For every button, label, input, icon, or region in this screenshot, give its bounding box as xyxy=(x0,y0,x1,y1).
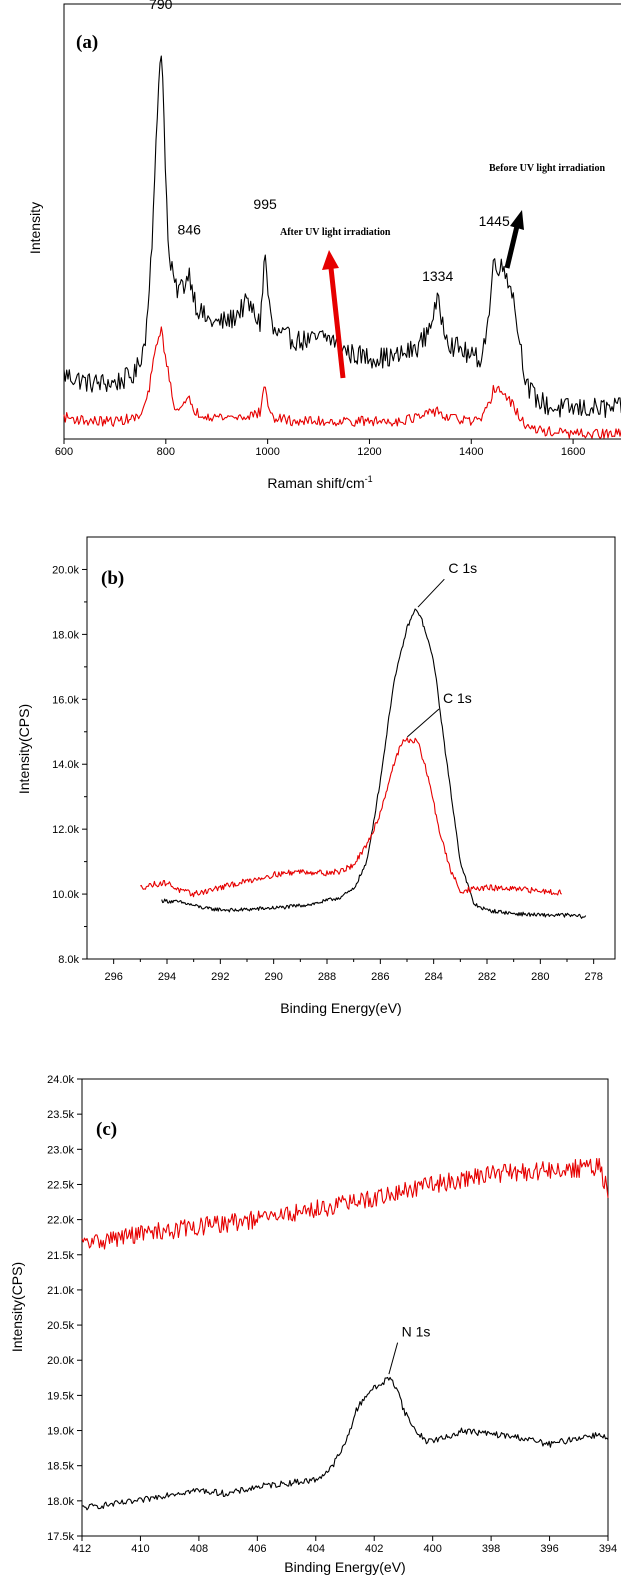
panel-a-plot-frame xyxy=(63,3,621,440)
x-tick-label: 286 xyxy=(371,971,389,983)
y-tick-label: 22.5k xyxy=(47,1179,74,1191)
x-tick-label: 294 xyxy=(158,971,176,983)
x-tick-label: 400 xyxy=(423,1543,441,1555)
y-tick-label: 18.0k xyxy=(47,1496,74,1508)
x-tick-label: 1600 xyxy=(561,446,585,458)
panel-b-plot-frame xyxy=(86,536,616,960)
panel-a-x-ticks: 600 800 1000 1200 1400 1600 xyxy=(55,439,585,458)
x-tick-label: 394 xyxy=(599,1543,617,1555)
x-tick-label: 296 xyxy=(104,971,122,983)
panel-a-y-axis-title: Intensity xyxy=(27,202,43,254)
annotation-leader xyxy=(388,1342,399,1375)
y-tick-label: 21.5k xyxy=(47,1250,74,1262)
panel-c-x-axis-title: Binding Energy(eV) xyxy=(284,1559,405,1575)
y-tick-label: 23.5k xyxy=(47,1109,74,1121)
annotation-leader xyxy=(417,578,445,608)
y-tick-label: 23.0k xyxy=(47,1144,74,1156)
peak-label: 790 xyxy=(149,0,173,12)
x-tick-label: 282 xyxy=(478,971,496,983)
panel-c-n1s-chart: (c) Intensity(CPS) Binding Energy(eV) 41… xyxy=(9,1074,617,1575)
panel-c-plot-frame xyxy=(81,1078,609,1537)
before-uv-arrowhead-icon xyxy=(510,210,524,230)
panel-c-annotations: N 1s xyxy=(388,1324,431,1375)
panel-b-y-axis-title: Intensity(CPS) xyxy=(16,704,32,794)
before-uv-arrow-icon xyxy=(504,225,520,269)
y-tick-label: 20.5k xyxy=(47,1320,74,1332)
annotation-label: C 1s xyxy=(443,690,472,706)
y-tick-label: 22.0k xyxy=(47,1215,74,1227)
series-line-1 xyxy=(63,55,621,419)
panel-b-x-axis-title: Binding Energy(eV) xyxy=(280,1000,401,1016)
y-tick-label: 12.0k xyxy=(52,824,79,836)
series-line-2 xyxy=(63,326,621,439)
panel-c-series xyxy=(81,1157,609,1511)
x-tick-label: 292 xyxy=(211,971,229,983)
panel-a-raman-chart: (a) Intensity Raman shift/cm-1 600 800 100… xyxy=(27,0,621,491)
x-tick-label: 1200 xyxy=(357,446,381,458)
before-uv-note: Before UV light irradiation xyxy=(489,163,605,269)
y-tick-label: 18.0k xyxy=(52,629,79,641)
after-uv-label: After UV light irradiation xyxy=(280,227,391,238)
panel-a-series xyxy=(63,55,621,439)
panel-a-annotations: 790 846 995 1334 1445 xyxy=(149,0,510,284)
annotation-label: C 1s xyxy=(448,560,477,576)
panel-b-annotations: C 1s C 1s xyxy=(407,560,477,738)
x-tick-label: 408 xyxy=(190,1543,208,1555)
panel-a-label: (a) xyxy=(76,32,98,53)
y-tick-label: 19.0k xyxy=(47,1426,74,1438)
y-tick-label: 18.5k xyxy=(47,1461,74,1473)
x-tick-label: 404 xyxy=(307,1543,325,1555)
x-tick-label: 410 xyxy=(131,1543,149,1555)
panel-c-y-axis-title: Intensity(CPS) xyxy=(9,1262,25,1352)
x-tick-label: 800 xyxy=(157,446,175,458)
panel-c-label: (c) xyxy=(96,1119,117,1140)
after-uv-arrow-icon xyxy=(328,267,346,379)
panel-c-ticks: 412 410 408 406 404 402 400 398 396 394 17.5k 18.0k… xyxy=(47,1074,617,1555)
annotation-leader xyxy=(407,708,440,738)
x-tick-label: 1400 xyxy=(459,446,483,458)
x-tick-label: 288 xyxy=(318,971,336,983)
x-tick-label: 278 xyxy=(584,971,602,983)
x-tick-label: 396 xyxy=(540,1543,558,1555)
panel-b-series xyxy=(140,608,587,919)
panel-a-x-axis-title-sup: -1 xyxy=(365,474,373,484)
panel-b-label: (b) xyxy=(101,568,124,589)
x-tick-label: 1000 xyxy=(255,446,279,458)
y-tick-label: 17.5k xyxy=(47,1531,74,1543)
y-tick-label: 14.0k xyxy=(52,759,79,771)
series-line-1 xyxy=(81,1376,609,1511)
y-tick-label: 10.0k xyxy=(52,889,79,901)
y-tick-label: 19.5k xyxy=(47,1390,74,1402)
x-tick-label: 412 xyxy=(73,1543,91,1555)
peak-label: 1445 xyxy=(479,213,510,229)
before-uv-label: Before UV light irradiation xyxy=(489,163,605,174)
x-tick-label: 402 xyxy=(365,1543,383,1555)
panel-b-ticks: 296 294 292 290 288 286 284 282 280 278 8.0k 10.0k 1… xyxy=(52,564,603,983)
series-line-2 xyxy=(81,1157,609,1250)
y-tick-label: 24.0k xyxy=(47,1074,74,1086)
x-tick-label: 290 xyxy=(264,971,282,983)
panel-b-c1s-chart: (b) Intensity(CPS) Binding Energy(eV) 29… xyxy=(16,536,616,1016)
series-line-1 xyxy=(161,608,587,919)
peak-label: 846 xyxy=(178,221,202,237)
panel-a-x-axis-title-main: Raman shift/cm xyxy=(267,475,364,491)
series-line-2 xyxy=(140,737,562,898)
after-uv-arrowhead-icon xyxy=(322,250,339,270)
panel-a-x-axis-title: Raman shift/cm-1 xyxy=(267,474,372,491)
after-uv-note: After UV light irradiation xyxy=(280,227,391,379)
x-tick-label: 280 xyxy=(531,971,549,983)
y-tick-label: 16.0k xyxy=(52,694,79,706)
y-tick-label: 20.0k xyxy=(47,1355,74,1367)
y-tick-label: 8.0k xyxy=(58,954,79,966)
y-tick-label: 21.0k xyxy=(47,1285,74,1297)
peak-label: 1334 xyxy=(422,268,453,284)
x-tick-label: 284 xyxy=(424,971,442,983)
x-tick-label: 398 xyxy=(482,1543,500,1555)
peak-label: 995 xyxy=(253,196,277,212)
y-tick-label: 20.0k xyxy=(52,564,79,576)
annotation-label: N 1s xyxy=(402,1324,431,1340)
x-tick-label: 600 xyxy=(55,446,73,458)
x-tick-label: 406 xyxy=(248,1543,266,1555)
